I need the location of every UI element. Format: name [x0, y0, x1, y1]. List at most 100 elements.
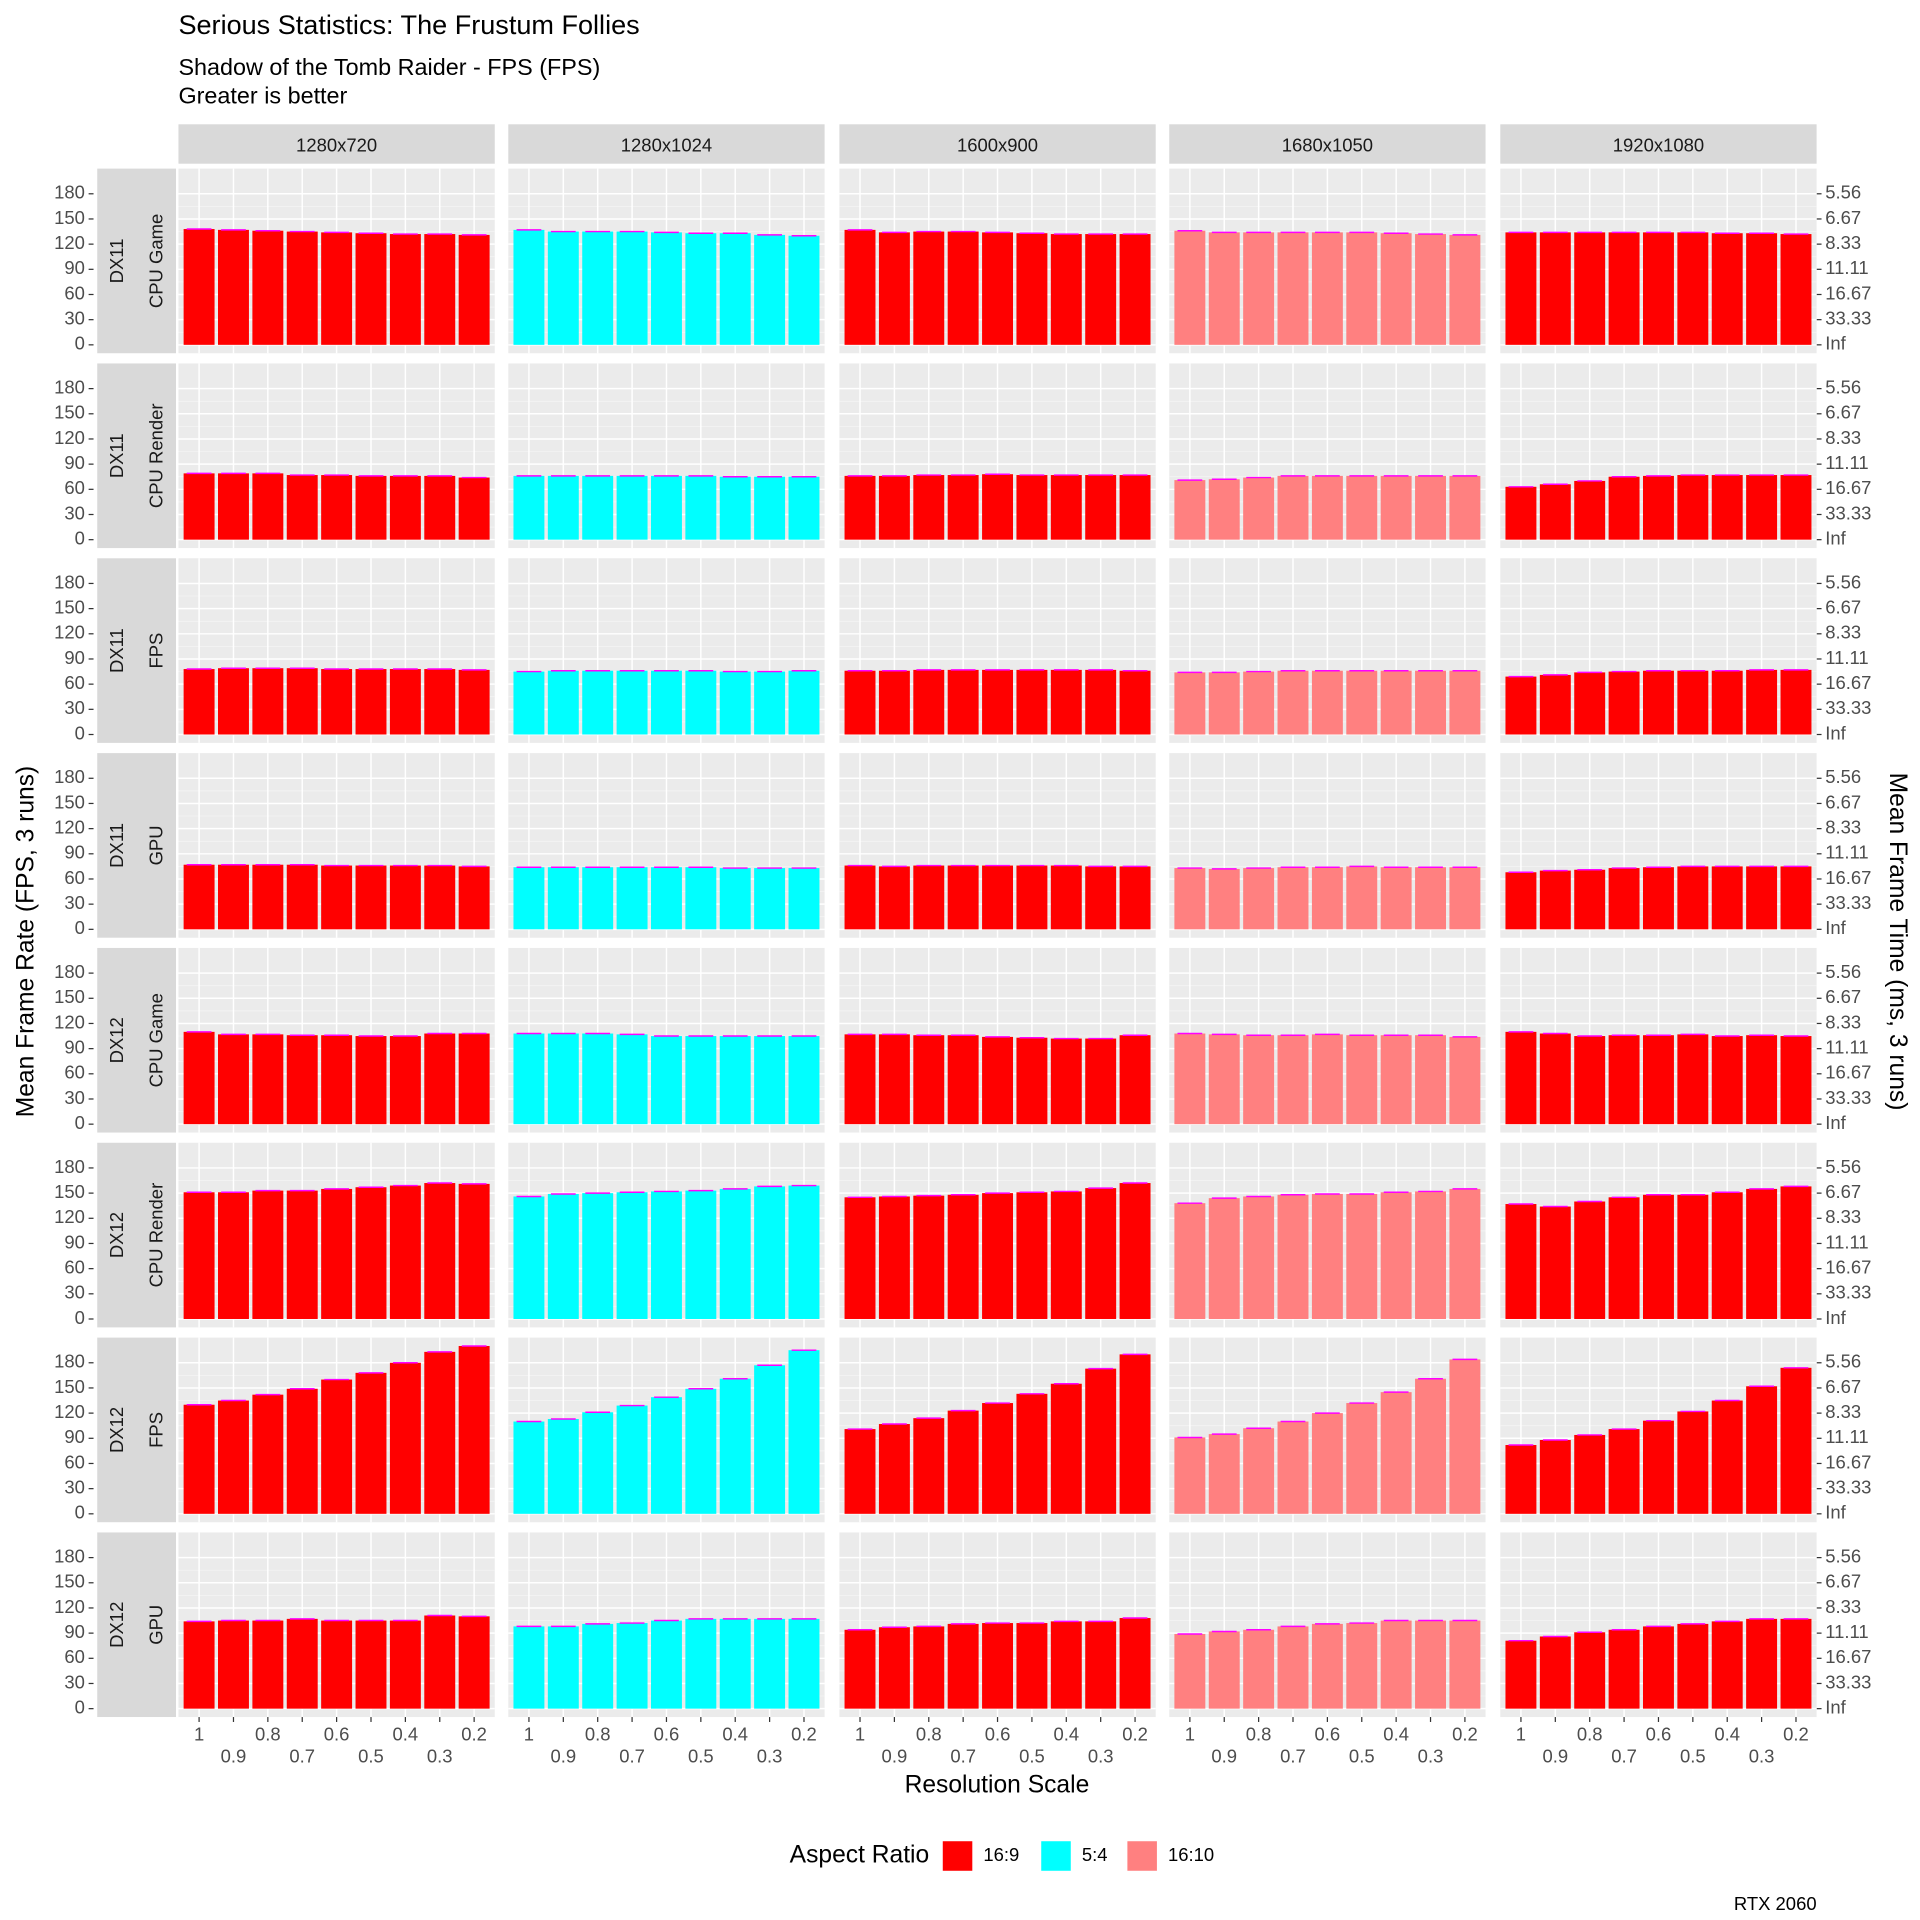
x-tick-label: 0.8 [255, 1723, 281, 1744]
bar [1085, 1621, 1117, 1709]
bar [1574, 869, 1606, 930]
bar [513, 1626, 545, 1709]
bar [650, 475, 682, 540]
bar [650, 1620, 682, 1709]
bar [1016, 669, 1048, 735]
bar [878, 1196, 910, 1319]
bar [844, 865, 876, 930]
y-tick-label: 150 [54, 1181, 85, 1202]
bar [1642, 232, 1674, 345]
bar [1208, 1198, 1240, 1319]
bar [513, 867, 545, 930]
bar [685, 867, 717, 930]
bar [650, 1397, 682, 1514]
row-strip-label: CPU Render [145, 1183, 166, 1288]
bar [878, 1627, 910, 1709]
bar [913, 1035, 945, 1125]
y2-tick-label: 8.33 [1825, 817, 1861, 838]
bar [424, 1183, 456, 1319]
bar [1677, 1623, 1709, 1709]
bar [1380, 1035, 1412, 1125]
bar [1016, 1037, 1048, 1125]
bar [389, 1036, 421, 1125]
y-tick-label: 30 [64, 1671, 85, 1692]
bar [685, 1388, 717, 1514]
bar [982, 1193, 1014, 1319]
x-tick-label: 0.7 [1280, 1746, 1306, 1767]
bar [982, 232, 1014, 345]
bar [321, 475, 353, 540]
bar [1208, 1034, 1240, 1125]
row-strip [97, 558, 176, 743]
bar [1415, 1191, 1446, 1319]
bar [1311, 1623, 1343, 1709]
y-tick-label: 150 [54, 791, 85, 812]
bar [650, 1191, 682, 1319]
bar [1746, 866, 1778, 930]
y2-tick-label: 6.67 [1825, 207, 1861, 228]
bar [1415, 1035, 1446, 1125]
x-tick-label: 0.8 [916, 1723, 942, 1744]
bar [1746, 669, 1778, 735]
bar [1539, 1033, 1571, 1125]
y2-tick-label: 16.67 [1825, 477, 1871, 498]
x-tick-label: 0.4 [1053, 1723, 1079, 1744]
bar [1208, 672, 1240, 735]
bar [1415, 234, 1446, 345]
y2-tick-label: 33.33 [1825, 502, 1871, 523]
y-tick-label: 30 [64, 697, 85, 718]
bar [1539, 232, 1571, 345]
bar [547, 231, 579, 345]
y-tick-label: 60 [64, 477, 85, 498]
y-tick-label: 60 [64, 1257, 85, 1278]
row-strip-label: CPU Render [145, 403, 166, 508]
y2-tick-label: 6.67 [1825, 597, 1861, 618]
x-tick-label: 0.5 [688, 1746, 714, 1767]
bar [1119, 475, 1151, 540]
bar [1016, 233, 1048, 345]
y2-tick-label: 5.56 [1825, 376, 1861, 397]
bar [321, 1035, 353, 1125]
bar [616, 1623, 648, 1709]
bar [1711, 1036, 1743, 1125]
bar [547, 475, 579, 540]
y2-axis-title: Mean Frame Time (ms, 3 runs) [1884, 773, 1911, 1111]
bar [183, 1031, 215, 1125]
x-tick-label: 0.3 [1418, 1746, 1444, 1767]
y-tick-label: 120 [54, 1011, 85, 1032]
bar [389, 865, 421, 930]
bar [913, 231, 945, 345]
column-strip-label: 1920x1080 [1613, 134, 1704, 155]
bar [1505, 872, 1537, 930]
bar [1574, 232, 1606, 345]
bar [878, 232, 910, 345]
bar [1642, 867, 1674, 930]
bar [650, 232, 682, 345]
bar [788, 1036, 820, 1125]
bar [788, 1185, 820, 1319]
bar [547, 867, 579, 930]
bar [389, 1362, 421, 1514]
bar [913, 475, 945, 540]
bar [1119, 1354, 1151, 1514]
bar [1277, 475, 1309, 540]
bar [1677, 232, 1709, 345]
bar [1746, 475, 1778, 540]
bar [582, 1412, 614, 1514]
bar [1346, 1403, 1378, 1514]
bar [1311, 1413, 1343, 1514]
bar [321, 865, 353, 930]
row-strip-label: GPU [145, 1605, 166, 1645]
y-tick-label: 60 [64, 1451, 85, 1472]
y2-tick-label: Inf [1825, 333, 1846, 354]
x-tick-label: 0.2 [791, 1723, 817, 1744]
x-tick-label: 1 [194, 1723, 204, 1744]
y2-tick-label: Inf [1825, 722, 1846, 743]
bar [1243, 671, 1275, 735]
y-tick-label: 30 [64, 1477, 85, 1498]
column-strip-label: 1280x1024 [621, 134, 712, 155]
bar [1277, 867, 1309, 930]
bar [1449, 1359, 1481, 1514]
bar [685, 1618, 717, 1709]
bar [1016, 475, 1048, 540]
